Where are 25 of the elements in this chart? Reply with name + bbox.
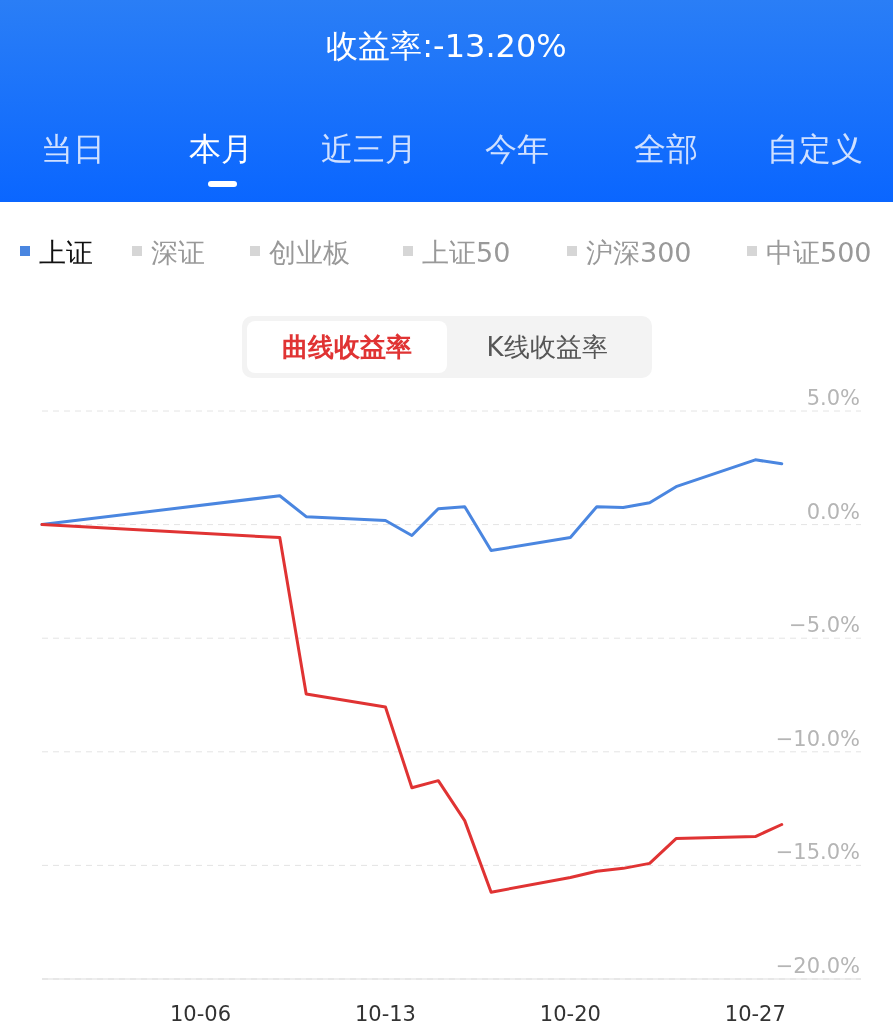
- text: 本月: [189, 130, 253, 168]
- y-tick-label: −10.0%: [775, 726, 860, 751]
- y-tick-label: 5.0%: [806, 386, 860, 410]
- x-tick-label: 10-13: [354, 1002, 416, 1024]
- text: 上证50: [422, 237, 511, 268]
- y-tick-label: −15.0%: [775, 840, 860, 865]
- text: 曲线收益率: [282, 332, 412, 362]
- chart-title: 收益率:-13.20%: [326, 27, 567, 65]
- text: K线收益率: [486, 332, 608, 362]
- x-tick-label: 10-06: [170, 1002, 232, 1024]
- text: 近三月: [321, 130, 417, 168]
- text: 全部: [634, 130, 698, 168]
- text: 沪深300: [586, 237, 692, 268]
- x-tick-label: 10-27: [724, 1002, 786, 1024]
- y-tick-label: −5.0%: [789, 613, 860, 638]
- x-tick-label: 10-20: [539, 1002, 601, 1024]
- text: 自定义: [767, 130, 863, 168]
- text: 当日: [41, 130, 105, 168]
- legend-label: 上证: [39, 237, 93, 268]
- text: 中证500: [766, 237, 872, 268]
- y-tick-label: −20.0%: [775, 954, 860, 978]
- y-tick-label: 0.0%: [806, 499, 860, 524]
- text: 今年: [485, 130, 549, 168]
- text: 深证: [151, 237, 205, 268]
- text: 创业板: [269, 237, 350, 268]
